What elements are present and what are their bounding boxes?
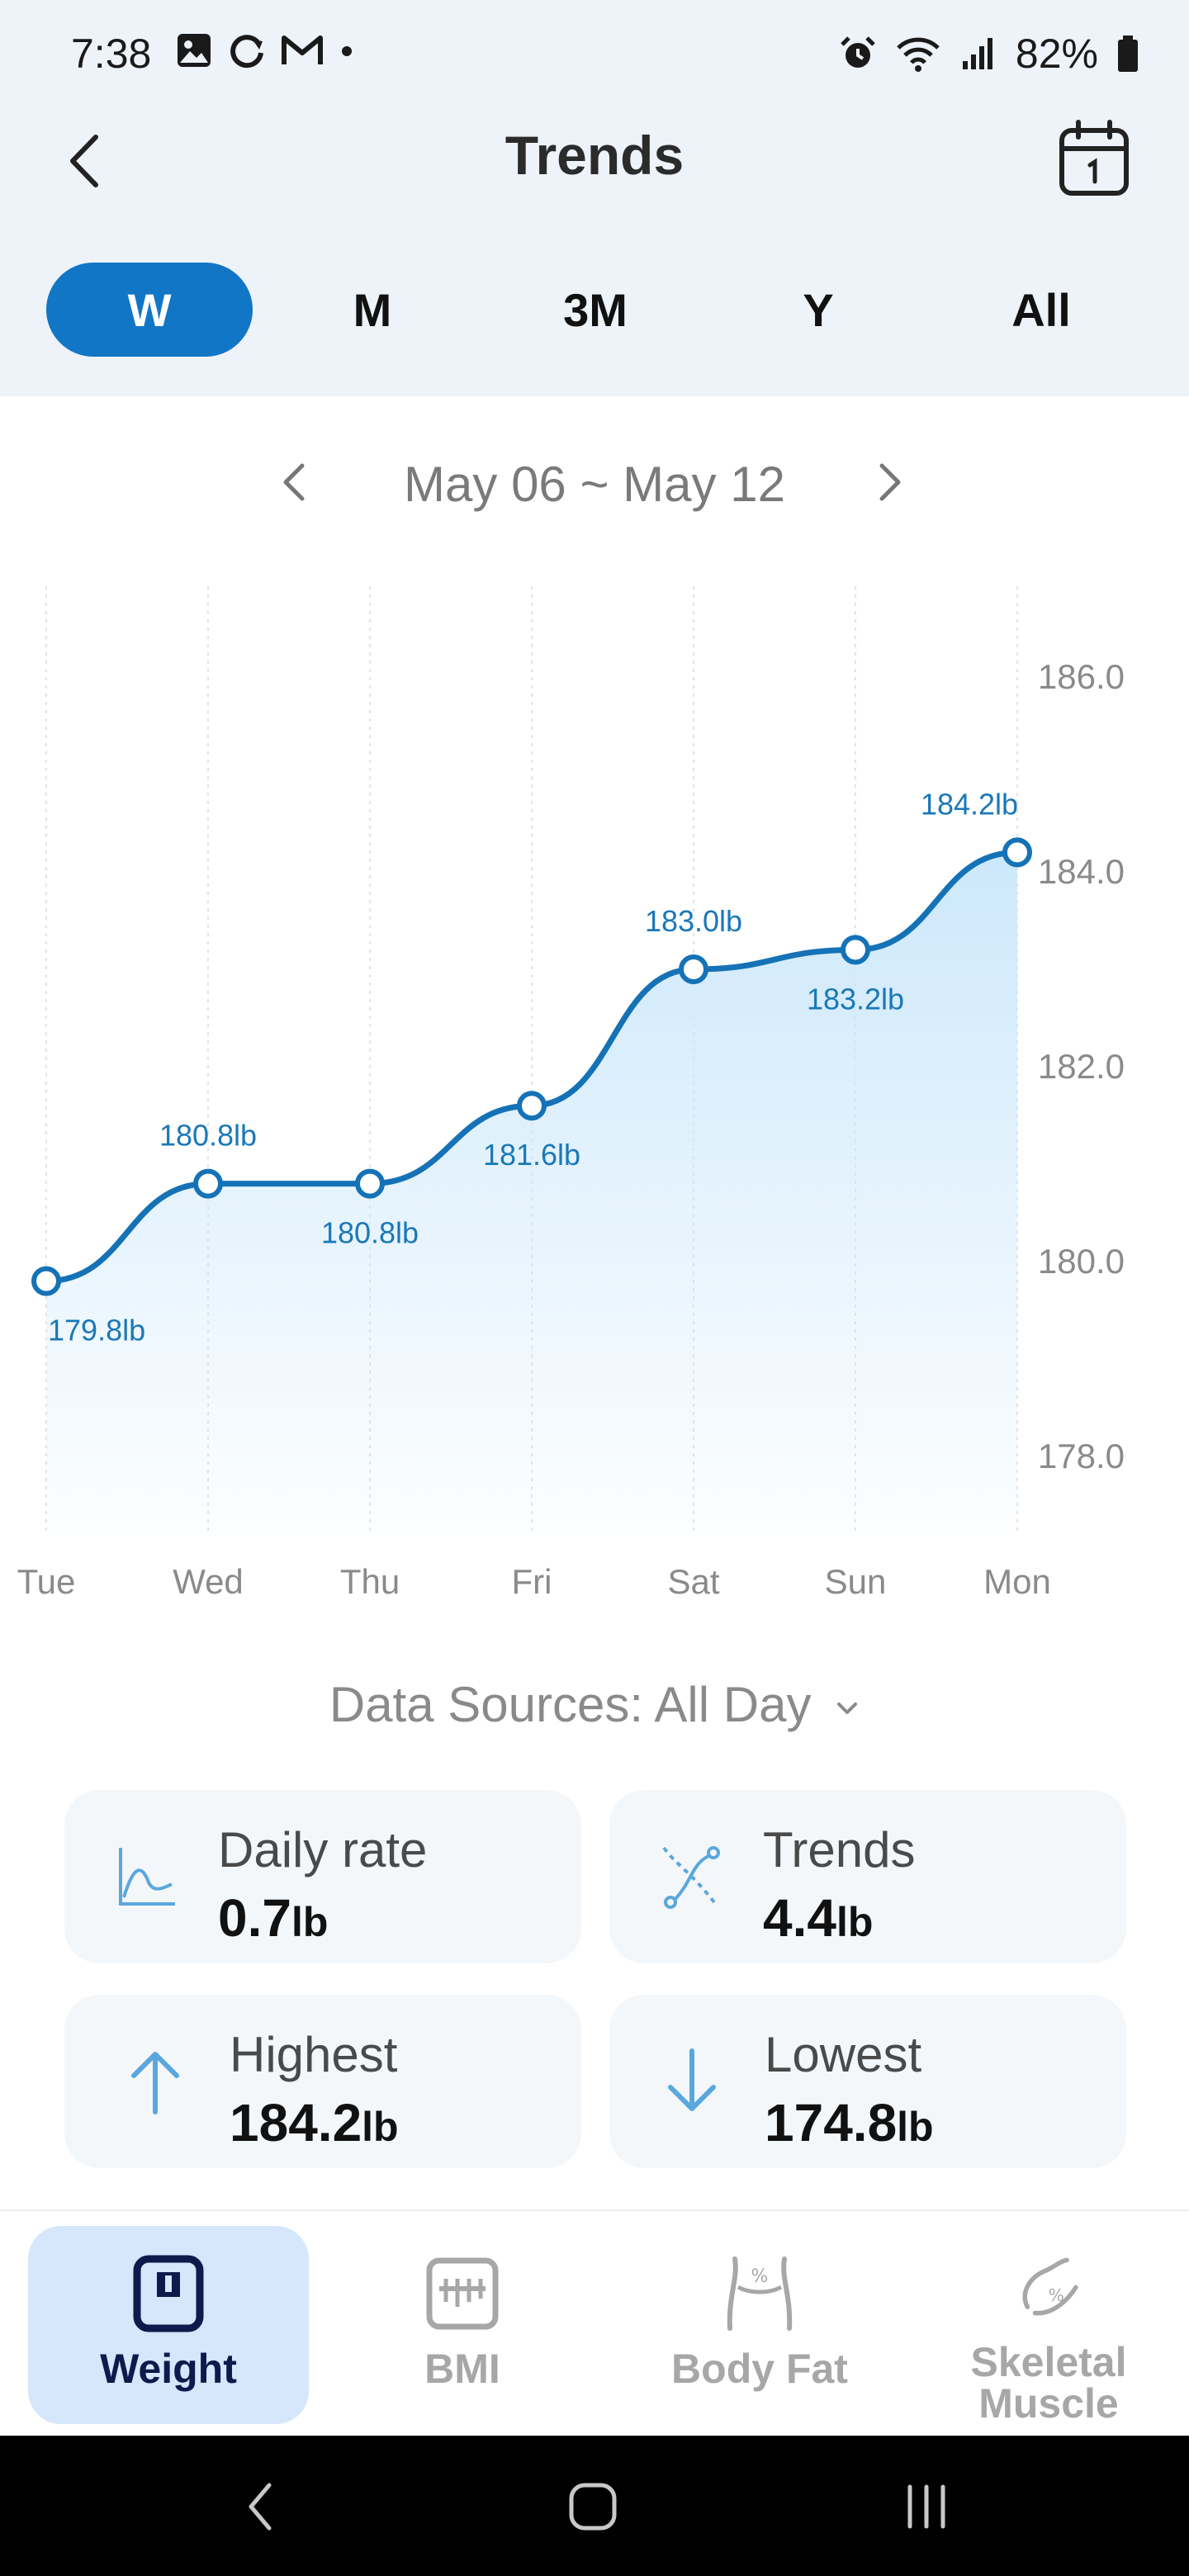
tab-year[interactable]: Y [803,283,834,336]
lowest-value: 174.8lb [765,2093,934,2152]
trends-label: Trends [763,1822,916,1878]
tab-month[interactable]: M [353,283,392,336]
highest-card[interactable]: Highest 184.2lb [64,1995,581,2168]
data-point-mon [1002,837,1032,868]
chevron-right-icon [879,463,901,501]
weight-scale-icon [133,2255,204,2332]
lowest-label: Lowest [765,2027,922,2082]
alarm-icon [841,36,875,68]
x-tick-tue: Tue [17,1562,76,1601]
app-header: Trends [0,116,1189,206]
x-tick-mon: Mon [983,1562,1051,1601]
y-tick-184-0: 184.0 [1038,852,1125,891]
date-navigator: May 06 ~ May 12 [0,446,1189,520]
bottom-navigation: Weight BMI % Body Fat % Skeletal Muscle [0,2209,1189,2437]
notification-icons [175,31,355,69]
lowest-card[interactable]: Lowest 174.8lb [609,1995,1126,2168]
y-tick-178-0: 178.0 [1038,1437,1125,1475]
data-point-thu [355,1168,385,1199]
highest-value: 184.2lb [230,2093,399,2152]
system-back-icon[interactable] [244,2480,277,2533]
data-label-fri: 181.6lb [483,1138,580,1172]
battery-percent: 82% [1015,31,1098,77]
data-point-wed [193,1168,223,1199]
data-label-tue: 179.8lb [48,1314,145,1347]
arrow-down-icon [668,2048,716,2111]
weight-trend-chart: 179.8lb 180.8lb 180.8lb 181.6lb 183.0lb 183.2… [0,570,1189,1627]
nav-body-fat-label: Body Fat [671,2346,848,2392]
bmi-icon [426,2257,499,2330]
wifi-icon [897,37,940,72]
date-range-label: May 06 ~ May 12 [404,457,785,512]
sync-notification-icon [230,35,263,69]
nav-weight[interactable]: Weight [28,2226,309,2424]
y-tick-180-0: 180.0 [1038,1242,1125,1281]
x-tick-sun: Sun [825,1562,887,1601]
chevron-down-icon [837,1702,858,1715]
y-tick-182-0: 182.0 [1038,1047,1125,1086]
data-label-mon: 184.2lb [921,787,1018,821]
data-point-sun [841,935,870,965]
status-bar: 7:38 [0,0,1189,116]
signal-icon [962,38,992,69]
chevron-left-icon [70,135,98,187]
svg-text:%: % [1049,2285,1064,2305]
period-tabs: W M 3M Y All [46,263,1144,357]
x-tick-sat: Sat [667,1562,719,1601]
gmail-notification-icon [282,36,323,64]
system-navigation-bar [0,2436,1189,2576]
trends-icon [662,1846,720,1909]
nav-bmi-label: BMI [424,2346,500,2392]
highest-label: Highest [230,2027,398,2082]
top-header: 7:38 [0,0,1189,396]
chevron-left-icon [283,463,305,501]
skeletal-muscle-icon: % [1022,2257,1078,2316]
x-tick-thu: Thu [340,1562,400,1601]
data-point-sat [679,954,708,984]
calendar-icon [1059,120,1129,196]
trends-value: 4.4lb [763,1888,874,1948]
previous-week-button[interactable] [277,457,319,507]
x-tick-wed: Wed [173,1562,244,1601]
system-status-icons: 82% [839,30,1139,78]
daily-rate-value: 0.7lb [218,1888,329,1948]
x-tick-fri: Fri [512,1562,552,1601]
calendar-button[interactable] [1057,119,1131,198]
daily-rate-label: Daily rate [218,1822,428,1878]
image-notification-icon [178,34,211,67]
page-title: Trends [504,125,685,186]
y-tick-186-0: 186.0 [1038,657,1125,696]
data-sources-dropdown[interactable]: Data Sources: All Day [0,1676,1189,1733]
daily-rate-icon [119,1848,175,1906]
status-time: 7:38 [71,31,152,77]
nav-skeletal-muscle-label: Skeletal Muscle [970,2339,1127,2427]
trends-card[interactable]: Trends 4.4lb [609,1790,1126,1963]
system-recents-icon[interactable] [903,2482,950,2531]
data-label-wed: 180.8lb [159,1119,257,1153]
area-fill [46,852,1017,1536]
system-home-icon[interactable] [566,2480,619,2533]
svg-text:%: % [751,2266,769,2287]
nav-skeletal-muscle[interactable]: % Skeletal Muscle [908,2226,1189,2424]
chart-svg: 179.8lb 180.8lb 180.8lb 181.6lb 183.0lb 183.2… [17,586,1125,1601]
nav-bmi[interactable]: BMI [322,2226,603,2424]
data-label-thu: 180.8lb [321,1216,419,1250]
data-sources-label: Data Sources: All Day [329,1677,812,1732]
data-point-fri [517,1091,547,1121]
tab-all[interactable]: All [1011,283,1071,336]
nav-body-fat[interactable]: % Body Fat [619,2226,900,2424]
data-point-tue [31,1266,61,1296]
arrow-up-icon [131,2052,179,2114]
back-button[interactable] [66,124,124,198]
nav-weight-label: Weight [100,2346,237,2392]
daily-rate-card[interactable]: Daily rate 0.7lb [64,1790,581,1963]
data-label-sat: 183.0lb [645,904,742,938]
data-label-sun: 183.2lb [807,982,904,1016]
tab-3-months[interactable]: 3M [563,283,628,336]
next-week-button[interactable] [874,457,915,507]
body-fat-icon: % [727,2256,793,2331]
tab-week[interactable]: W [46,263,253,357]
more-notifications-dot-icon [342,46,352,56]
battery-icon [1118,36,1138,72]
